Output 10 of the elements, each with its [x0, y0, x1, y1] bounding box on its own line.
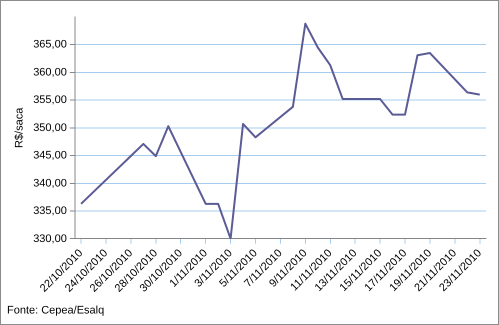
y-tick-label: 360,00 — [33, 66, 67, 78]
y-axis-title: R$/saca — [14, 106, 26, 148]
y-tick-label: 335,00 — [33, 205, 67, 218]
y-tick-label: 340,00 — [33, 177, 67, 190]
y-tick-label: 355,00 — [33, 94, 67, 106]
y-tick-label: 330,00 — [33, 232, 67, 245]
y-tick-label: 350,00 — [33, 122, 67, 134]
source-note: Fonte: Cepea/Esalq — [7, 304, 104, 317]
y-tick-label: 365,00 — [33, 38, 67, 51]
y-tick-label: 345,00 — [33, 150, 67, 162]
